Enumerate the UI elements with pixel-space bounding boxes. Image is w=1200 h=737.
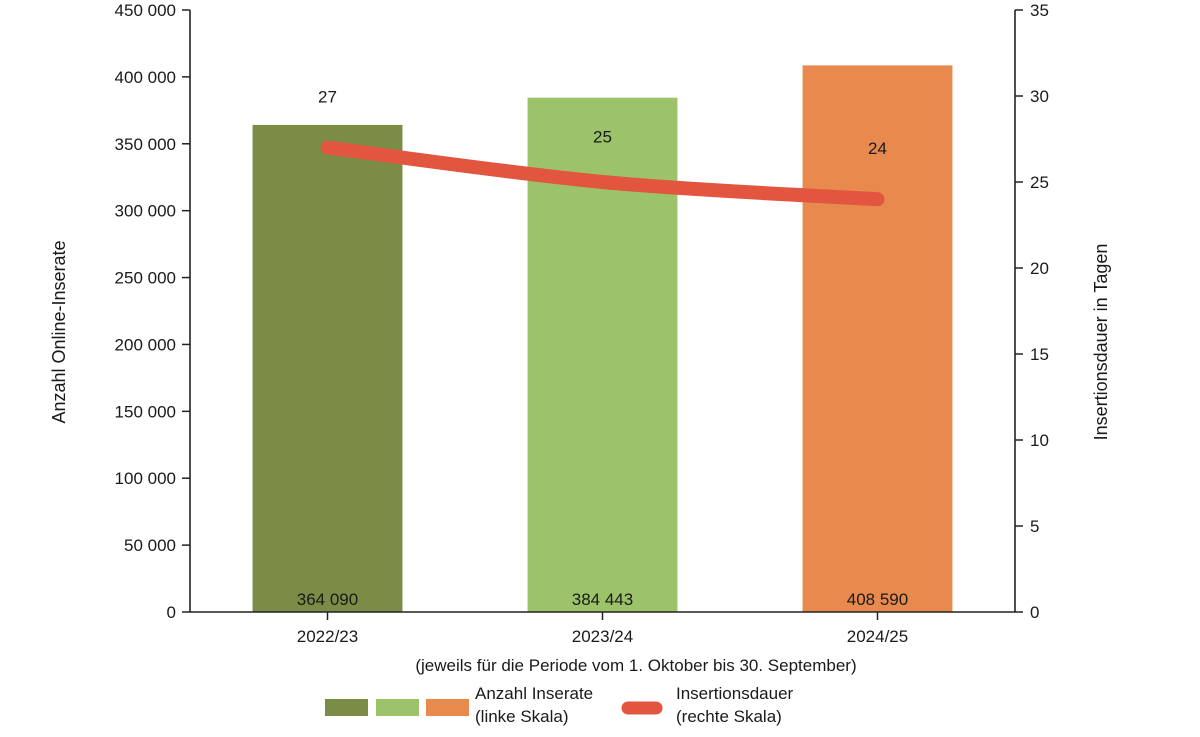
legend-bar-label-line2: (linke Skala) — [475, 707, 569, 726]
left-tick-label: 150 000 — [115, 402, 176, 421]
left-tick-label: 0 — [167, 603, 176, 622]
bar-value-label: 408 590 — [847, 590, 908, 609]
bar-value-label: 384 443 — [572, 590, 633, 609]
left-axis-ticks: 0 50 000 100 000 150 000 200 000 250 000 300 0… — [115, 1, 190, 622]
legend-swatch-light-green — [376, 699, 419, 716]
legend-swatch-dark-green — [325, 699, 368, 716]
left-tick-label: 350 000 — [115, 135, 176, 154]
bar — [252, 124, 403, 612]
line-value-label: 25 — [593, 128, 612, 147]
right-tick-label: 30 — [1030, 87, 1049, 106]
x-tick-label: 2022/23 — [297, 627, 358, 646]
legend-line-label-line2: (rechte Skala) — [676, 707, 782, 726]
line-value-label: 24 — [868, 139, 887, 158]
legend-line-label-line1: Insertionsdauer — [676, 684, 794, 703]
right-axis-title: Insertionsdauer in Tagen — [1091, 244, 1111, 441]
bar-value-labels: 364 090 384 443 408 590 — [297, 590, 908, 609]
line-value-labels: 27 25 24 — [318, 88, 887, 159]
duration-point — [602, 181, 603, 183]
line-value-label: 27 — [318, 88, 337, 107]
left-tick-label: 250 000 — [115, 269, 176, 288]
x-tick-label: 2023/24 — [572, 627, 633, 646]
left-tick-label: 300 000 — [115, 202, 176, 221]
duration-point — [877, 198, 878, 200]
left-tick-label: 100 000 — [115, 469, 176, 488]
duration-point — [327, 147, 328, 149]
right-tick-label: 0 — [1030, 603, 1039, 622]
bar — [802, 65, 953, 612]
left-tick-label: 200 000 — [115, 335, 176, 354]
left-axis-title: Anzahl Online-Inserate — [49, 240, 69, 423]
right-tick-label: 5 — [1030, 517, 1039, 536]
left-tick-label: 50 000 — [124, 536, 176, 555]
legend-swatch-orange — [426, 699, 469, 716]
right-tick-label: 35 — [1030, 1, 1049, 20]
legend: Anzahl Inserate (linke Skala) Insertions… — [325, 684, 794, 726]
duration-line — [320, 140, 885, 207]
right-tick-label: 10 — [1030, 431, 1049, 450]
right-tick-label: 15 — [1030, 345, 1049, 364]
right-tick-label: 20 — [1030, 259, 1049, 278]
right-axis-ticks: 0 5 10 15 20 25 30 35 — [1015, 1, 1049, 622]
legend-bar-label-line1: Anzahl Inserate — [475, 684, 593, 703]
x-axis-ticks: 2022/23 2023/24 2024/25 — [297, 612, 908, 646]
x-axis-title: (jeweils für die Periode vom 1. Oktober … — [415, 656, 856, 675]
right-tick-label: 25 — [1030, 173, 1049, 192]
bar-value-label: 364 090 — [297, 590, 358, 609]
left-tick-label: 400 000 — [115, 68, 176, 87]
left-tick-label: 450 000 — [115, 1, 176, 20]
x-tick-label: 2024/25 — [847, 627, 908, 646]
